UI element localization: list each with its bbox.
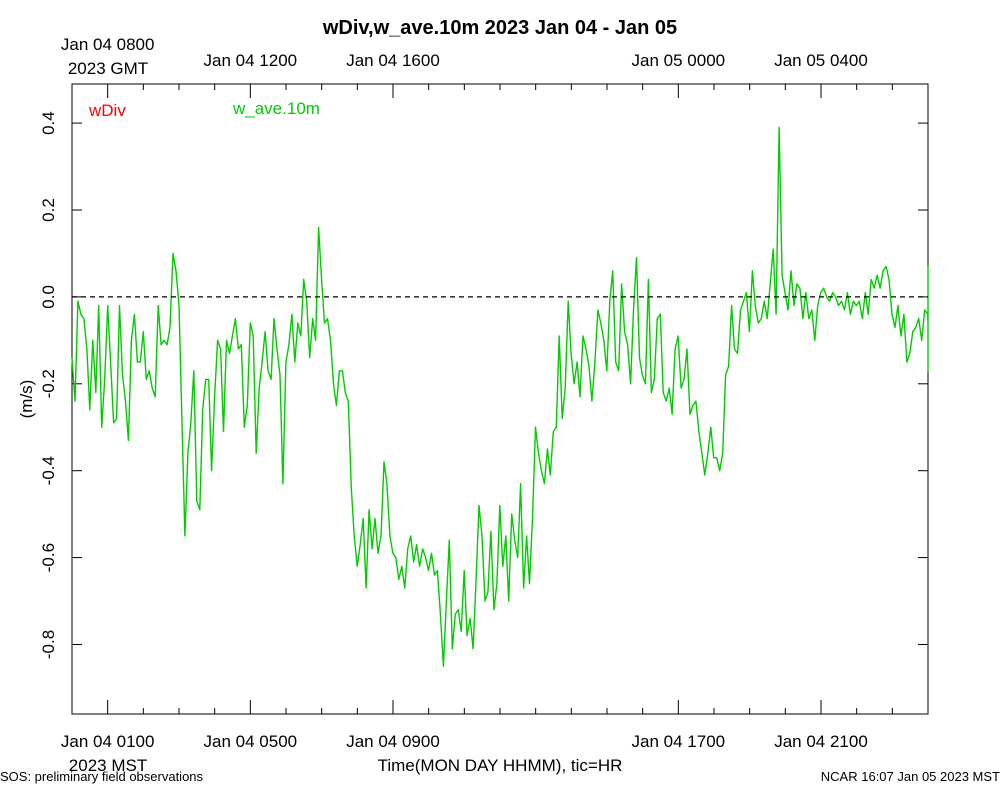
top-tick-label: Jan 04 1600 (346, 51, 440, 70)
y-tick-label: 0.4 (39, 111, 58, 135)
x-tick-label: Jan 04 2100 (774, 732, 868, 751)
footer-right: NCAR 16:07 Jan 05 2023 MST (821, 769, 1000, 784)
x-tick-label: Jan 04 0900 (346, 732, 440, 751)
y-tick-label: 0.2 (39, 198, 58, 222)
y-axis-label: (m/s) (17, 380, 36, 419)
x-tick-label: Jan 04 0500 (204, 732, 298, 751)
bottom-zone-label: 2023 MST (69, 756, 147, 775)
y-tick-label: -0.4 (39, 456, 58, 485)
plot-frame (71, 83, 929, 715)
top-tick-label: Jan 05 0000 (632, 51, 726, 70)
top-zone-label: 2023 GMT (68, 59, 148, 78)
series-layer (71, 126, 929, 667)
y-tick-label: -0.8 (39, 630, 58, 659)
legend-entry-w-ave: w_ave.10m (232, 99, 320, 118)
x-axis-label: Time(MON DAY HHMM), tic=HR (378, 756, 623, 775)
chart-title: wDiv,w_ave.10m 2023 Jan 04 - Jan 05 (322, 17, 677, 39)
x-tick-label: Jan 04 1700 (632, 732, 726, 751)
y-axis-ticks: -0.8 -0.6 -0.4 -0.2 0.0 0.2 0.4 (39, 111, 928, 659)
footer-left: SOS: preliminary field observations (0, 769, 204, 784)
y-tick-label: -0.2 (39, 369, 58, 398)
y-tick-label: 0.0 (39, 285, 58, 309)
top-axis-ticks: Jan 04 0800 Jan 04 1200 Jan 04 1600 Jan 05 … (61, 35, 929, 98)
bottom-axis-ticks: Jan 04 0100 Jan 04 0500 Jan 04 0900 Jan 04 … (61, 700, 929, 751)
legend-entry-wdiv: wDiv (88, 101, 126, 120)
y-tick-label: -0.6 (39, 543, 58, 572)
top-tick-label: Jan 04 0800 (61, 35, 155, 54)
x-tick-label: Jan 04 0100 (61, 732, 155, 751)
top-tick-label: Jan 04 1200 (204, 51, 298, 70)
series-line-w-ave-10m (71, 126, 929, 667)
top-tick-label: Jan 05 0400 (774, 51, 868, 70)
